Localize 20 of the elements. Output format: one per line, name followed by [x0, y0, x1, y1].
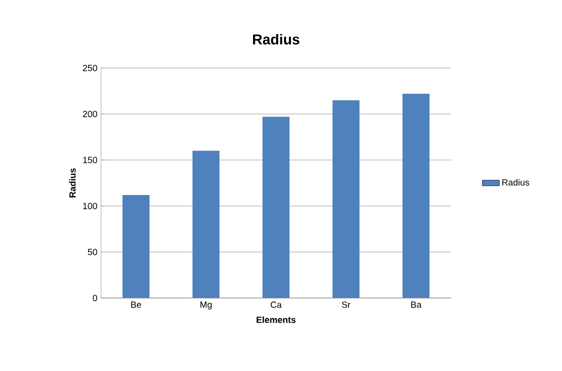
legend-label: Radius: [502, 179, 530, 186]
bar: [402, 94, 430, 298]
bar: [122, 194, 150, 298]
x-tick-label: Mg: [200, 302, 212, 310]
x-tick-label: Ba: [411, 302, 422, 308]
y-tick-label: 100: [83, 202, 98, 210]
bar: [332, 100, 360, 298]
bar: [262, 116, 290, 298]
x-tick-label: Sr: [342, 302, 350, 308]
chart-title: Radius: [253, 34, 300, 44]
y-axis-title: Radius: [69, 168, 76, 198]
bar: [192, 150, 220, 298]
y-tick-label: 200: [82, 110, 98, 118]
y-tick-label: 150: [83, 156, 98, 164]
y-tick-label: 0: [92, 294, 98, 302]
y-tick-label: 250: [82, 64, 98, 72]
y-tick-label: 50: [88, 248, 98, 256]
x-tick-label: Ca: [270, 302, 282, 308]
x-tick-label: Be: [131, 302, 142, 308]
x-axis-title: Elements: [256, 316, 296, 323]
